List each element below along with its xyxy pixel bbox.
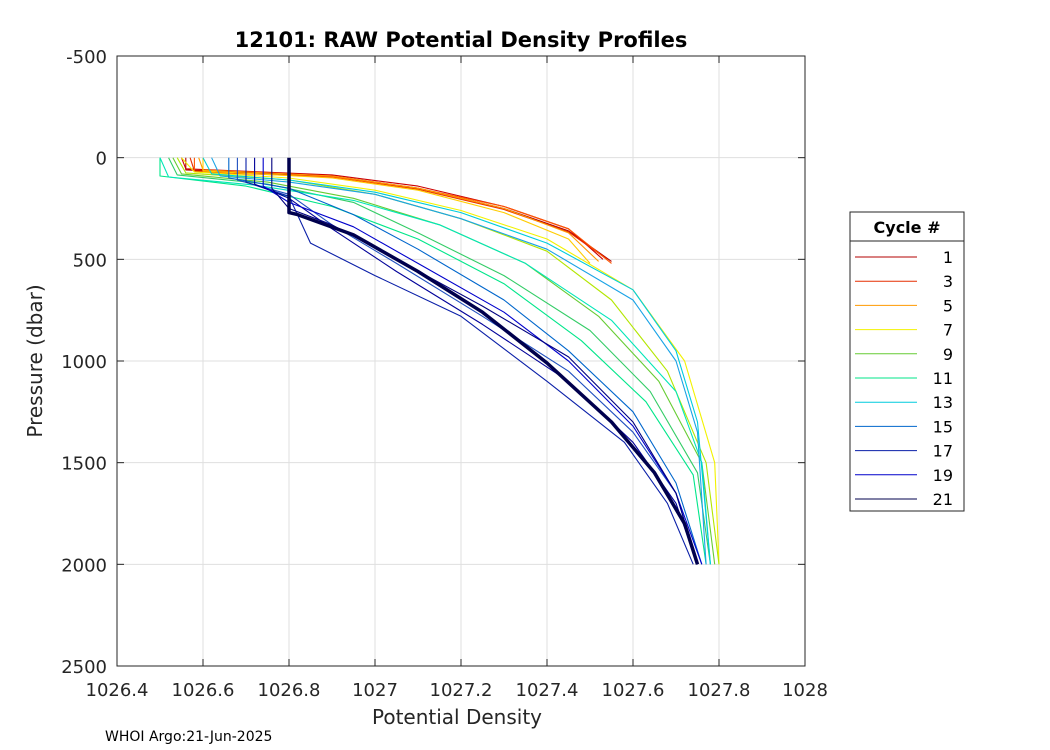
legend-label-19: 19 xyxy=(933,466,953,485)
legend-box xyxy=(849,211,965,512)
legend-label-5: 5 xyxy=(943,296,953,315)
footer-note: WHOI Argo:21-Jun-2025 xyxy=(105,729,272,745)
y-tick-label: 1000 xyxy=(61,352,107,373)
x-tick-label: 1027.8 xyxy=(688,680,751,701)
series-group xyxy=(159,157,720,565)
series-line-cycle-13 xyxy=(202,157,711,565)
x-tick-label: 1026.6 xyxy=(172,680,235,701)
legend-label-1: 1 xyxy=(943,248,953,267)
series-line-cycle-21 xyxy=(287,157,700,565)
y-tick-label: -500 xyxy=(66,47,107,68)
legend-label-7: 7 xyxy=(943,321,953,340)
y-axis-label: Pressure (dbar) xyxy=(23,284,47,437)
y-axis: -500 0 500 1000 1500 2000 2500 xyxy=(61,47,805,678)
y-tick-label: 1500 xyxy=(61,454,107,475)
series-line-cycle-12 xyxy=(159,157,711,565)
grid xyxy=(116,55,806,667)
legend-label-13: 13 xyxy=(933,393,953,412)
y-tick-label: 500 xyxy=(73,250,107,271)
series-line-cycle-19 xyxy=(262,157,703,565)
y-tick-label: 0 xyxy=(96,149,107,170)
x-axis: 1026.4 1026.6 1026.8 1027 1027.2 1027.4 1027.6… xyxy=(86,56,828,701)
x-tick-label: 1026.4 xyxy=(86,680,149,701)
series-line-cycle-6 xyxy=(202,157,591,264)
legend-title: Cycle # xyxy=(874,218,941,237)
series-line-cycle-15 xyxy=(228,157,703,565)
x-tick-label: 1027 xyxy=(352,680,398,701)
series-line-cycle-3 xyxy=(189,157,608,260)
legend-label-3: 3 xyxy=(943,272,953,291)
x-tick-label: 1028 xyxy=(782,680,828,701)
series-line-cycle-20 xyxy=(271,157,699,565)
y-tick-label: 2000 xyxy=(61,555,107,576)
legend-label-15: 15 xyxy=(933,417,953,436)
x-tick-label: 1027.4 xyxy=(516,680,579,701)
x-tick-label: 1027.6 xyxy=(602,680,665,701)
series-line-cycle-10 xyxy=(168,157,711,565)
y-tick-label: 2500 xyxy=(61,657,107,678)
series-line-cycle-7 xyxy=(181,157,720,565)
legend-label-11: 11 xyxy=(933,369,953,388)
series-line-cycle-11 xyxy=(159,157,707,565)
legend-label-21: 21 xyxy=(933,490,953,509)
x-axis-label: Potential Density xyxy=(372,705,542,729)
chart-title: 12101: RAW Potential Density Profiles xyxy=(235,28,688,52)
x-tick-label: 1026.8 xyxy=(258,680,321,701)
legend-label-17: 17 xyxy=(933,442,953,461)
legend-label-9: 9 xyxy=(943,345,953,364)
x-tick-label: 1027.2 xyxy=(430,680,493,701)
